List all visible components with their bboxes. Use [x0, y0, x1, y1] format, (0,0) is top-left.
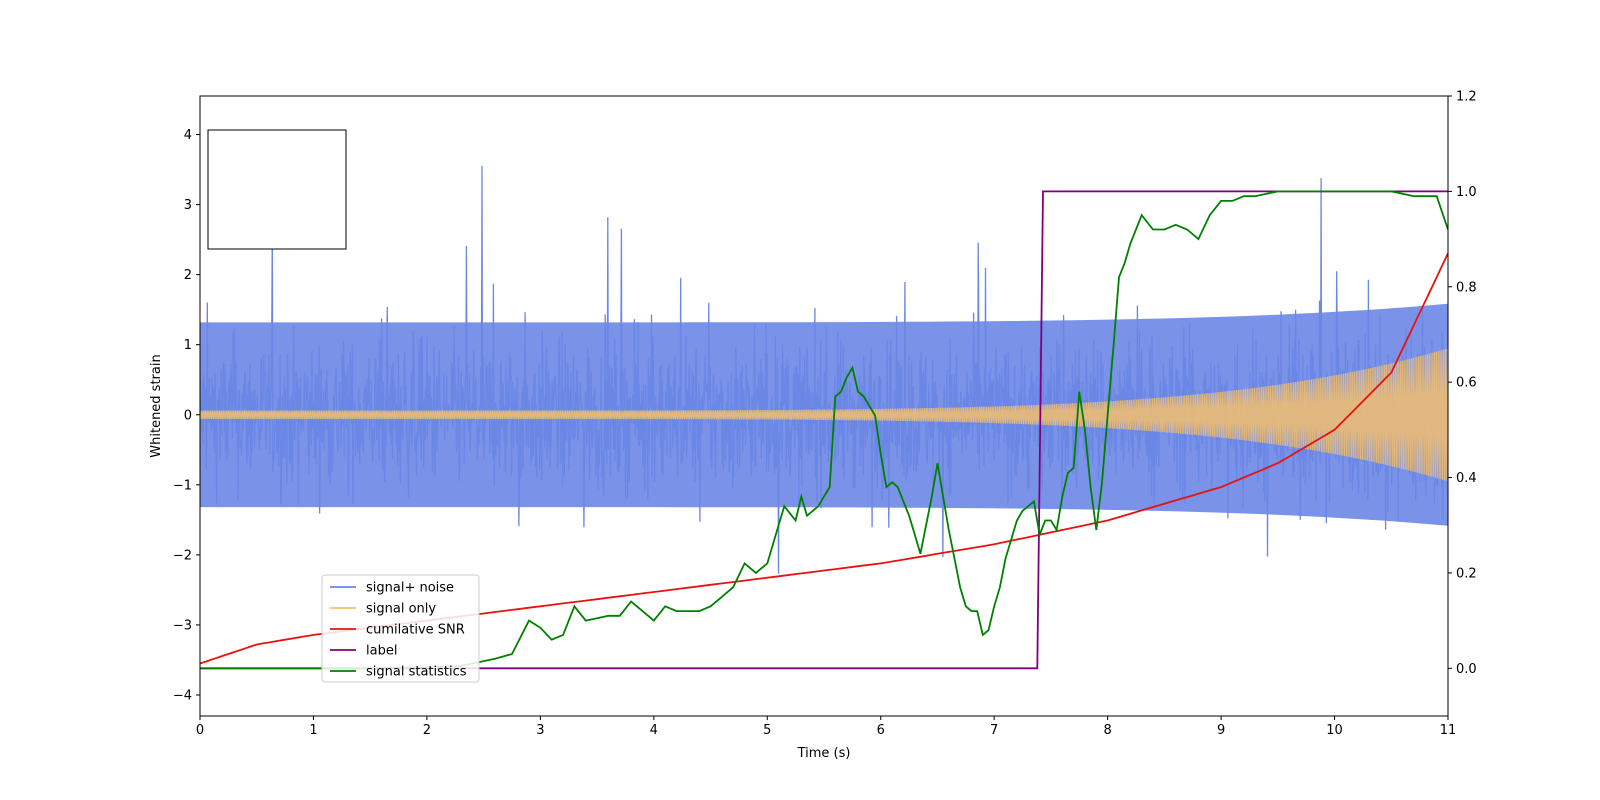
- y-axis-label: Whitened strain: [149, 354, 164, 457]
- left-y-tick-label: 1: [184, 338, 192, 353]
- legend: signal+ noise signal only cumilative SNR la…: [321, 574, 480, 683]
- x-axis: 0 1 2 3 4 5 6 7 8 9 10 11: [196, 716, 1456, 738]
- legend-label: label: [366, 644, 397, 659]
- left-y-tick-label: −2: [173, 548, 192, 563]
- series-signal-noise: [200, 165, 1448, 574]
- x-tick-label: 10: [1326, 723, 1343, 738]
- x-tick-label: 5: [763, 723, 771, 738]
- x-tick-label: 1: [309, 723, 317, 738]
- x-axis-label: Time (s): [797, 746, 851, 761]
- plot-frame: [199, 95, 1449, 717]
- left-y-tick-label: 4: [184, 128, 192, 143]
- right-y-tick-label: 0.4: [1456, 471, 1477, 486]
- left-y-axis: −4 −3 −2 −1 0 1 2 3 4: [173, 128, 200, 703]
- legend-label: signal only: [366, 602, 436, 617]
- right-y-tick-label: 1.2: [1456, 90, 1477, 105]
- legend-label: cumilative SNR: [366, 623, 465, 638]
- x-tick-label: 0: [196, 723, 204, 738]
- x-tick-label: 4: [650, 723, 658, 738]
- x-tick-label: 11: [1440, 723, 1457, 738]
- right-y-tick-label: 0.6: [1456, 376, 1477, 391]
- left-y-tick-label: −1: [173, 478, 192, 493]
- annotation-box: SNRopt=18.25Mc=7.22SNRMF=[19.35]CSNR=18.…: [207, 129, 347, 250]
- right-y-tick-label: 0.2: [1456, 566, 1477, 581]
- series-signal-only: [200, 348, 1448, 482]
- x-tick-label: 8: [1103, 723, 1111, 738]
- left-y-tick-label: 3: [184, 198, 192, 213]
- plot-area: [200, 165, 1448, 670]
- left-y-tick-label: −4: [173, 688, 192, 703]
- x-tick-label: 2: [423, 723, 431, 738]
- left-y-tick-label: 0: [184, 408, 192, 423]
- legend-label: signal statistics: [366, 665, 467, 680]
- right-y-tick-label: 0.0: [1456, 662, 1477, 677]
- x-tick-label: 7: [990, 723, 998, 738]
- series-label: [200, 190, 1448, 670]
- x-tick-label: 3: [536, 723, 544, 738]
- left-y-tick-label: 2: [184, 268, 192, 283]
- x-tick-label: 6: [877, 723, 885, 738]
- series-signal-statistics: [200, 190, 1448, 670]
- right-y-tick-label: 0.8: [1456, 280, 1477, 295]
- right-y-tick-label: 1.0: [1456, 185, 1477, 200]
- right-y-axis: 0.0 0.2 0.4 0.6 0.8 1.0 1.2: [1448, 90, 1477, 677]
- legend-label: signal+ noise: [366, 581, 454, 596]
- x-tick-label: 9: [1217, 723, 1225, 738]
- left-y-tick-label: −3: [173, 618, 192, 633]
